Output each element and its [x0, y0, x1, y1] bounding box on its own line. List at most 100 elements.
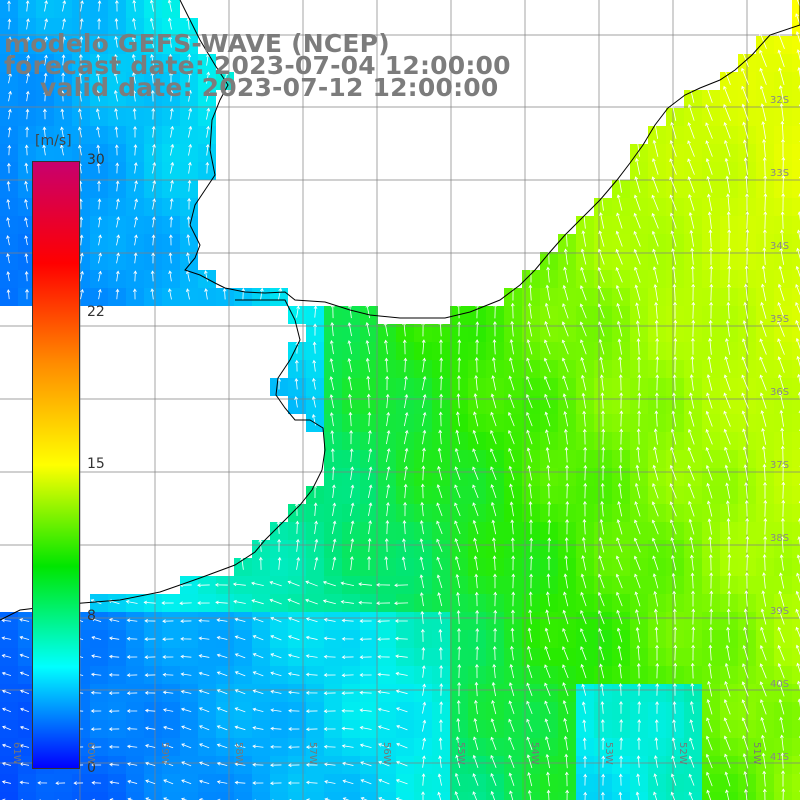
wind-arrow-head [79, 216, 84, 221]
wind-arrow-head [394, 583, 398, 588]
wind-arrow-head [742, 644, 747, 649]
wind-arrow [672, 755, 677, 768]
wind-arrow [781, 428, 784, 445]
wind-arrow-head [781, 463, 786, 468]
wind-arrow-head [598, 321, 602, 325]
wind-arrow [527, 664, 533, 679]
wind-arrow-head [457, 321, 462, 325]
wind-arrow-head [186, 35, 191, 40]
wind-arrow [422, 376, 426, 391]
wind-arrow-head [601, 791, 605, 796]
wind-arrow-head [96, 53, 101, 58]
wind-arrow [378, 708, 390, 712]
wind-arrow-head [653, 590, 658, 595]
wind-arrow-head [97, 180, 101, 185]
wind-arrow [583, 411, 586, 427]
wind-arrow-head [743, 608, 748, 613]
wind-arrow-head [600, 500, 604, 505]
wind-arrow [360, 709, 372, 712]
wind-arrow [350, 467, 353, 481]
wind-arrow-head [350, 556, 354, 560]
wind-arrow-head [145, 761, 149, 766]
wind-arrow [742, 411, 749, 427]
wind-arrow-head [305, 745, 310, 750]
wind-arrow [133, 72, 136, 84]
wind-arrow-head [457, 663, 462, 668]
wind-arrow-head [561, 357, 566, 362]
field-cell [684, 792, 702, 800]
wind-arrow-head [169, 107, 174, 112]
wind-arrow-head [90, 709, 95, 713]
wind-arrow-head [438, 646, 443, 651]
wind-arrow-head [314, 520, 318, 525]
wind-arrow-head [544, 664, 548, 669]
wind-arrow [760, 392, 767, 409]
wind-arrow [115, 36, 118, 48]
wind-arrow-head [760, 410, 765, 414]
wind-arrow [781, 121, 784, 140]
wind-arrow-head [295, 538, 300, 543]
wind-arrow [235, 636, 246, 641]
wind-arrow [115, 108, 118, 120]
wind-arrow [79, 90, 82, 102]
wind-arrow [324, 619, 336, 622]
wind-arrow-head [199, 779, 203, 784]
wind-arrow-head [1, 780, 6, 784]
wind-arrow [741, 68, 749, 85]
wind-arrow [403, 520, 406, 535]
wind-arrow-head [287, 672, 292, 676]
wind-arrow [19, 636, 30, 640]
wind-arrow-head [761, 121, 766, 125]
wind-arrow-head [526, 754, 531, 758]
wind-arrow-head [582, 737, 587, 742]
wind-arrow-head [234, 743, 239, 748]
wind-arrow [314, 539, 318, 552]
wind-arrow-head [544, 321, 548, 325]
wind-arrow-head [600, 719, 605, 723]
wind-arrow-head [305, 598, 309, 603]
wind-arrow-head [562, 627, 566, 632]
wind-arrow [706, 411, 713, 427]
wind-arrow [270, 635, 282, 641]
wind-arrow-head [581, 230, 586, 234]
wind-arrow [491, 718, 497, 733]
wind-arrow [620, 411, 622, 427]
wind-arrow [332, 467, 334, 480]
wind-arrow [598, 303, 605, 319]
wind-arrow [288, 617, 300, 623]
wind-arrow-head [91, 763, 95, 767]
wind-arrow-head [305, 672, 310, 677]
wind-arrow-head [421, 321, 425, 325]
wind-arrow-head [599, 356, 603, 361]
wind-arrow [2, 637, 12, 640]
wind-arrow [163, 797, 170, 800]
wind-arrow [563, 393, 569, 409]
wind-arrow-head [365, 357, 370, 362]
wind-arrow [761, 410, 767, 427]
wind-arrow-head [385, 393, 390, 398]
wind-arrow [797, 230, 800, 241]
wind-arrow-head [24, 198, 28, 203]
wind-arrow [599, 555, 605, 571]
wind-arrow-head [95, 108, 100, 112]
wind-arrow [348, 358, 353, 373]
wind-arrow [511, 321, 514, 337]
wind-arrow [235, 671, 246, 677]
wind-arrow-head [545, 429, 549, 433]
wind-arrow-head [188, 107, 193, 112]
wind-arrow [134, 235, 137, 246]
wind-arrow [580, 592, 587, 607]
wind-arrow [619, 663, 622, 679]
lon-label: 61W [11, 742, 22, 765]
wind-arrow-head [777, 663, 782, 667]
wind-arrow-head [149, 35, 154, 40]
wind-arrow [490, 773, 497, 786]
wind-arrow [2, 619, 12, 622]
wind-arrow-head [276, 520, 281, 525]
wind-arrow-head [420, 483, 425, 488]
wind-arrow-head [671, 265, 676, 270]
wind-arrow-head [91, 654, 95, 658]
wind-arrow-head [669, 501, 674, 505]
wind-arrow [127, 745, 138, 748]
